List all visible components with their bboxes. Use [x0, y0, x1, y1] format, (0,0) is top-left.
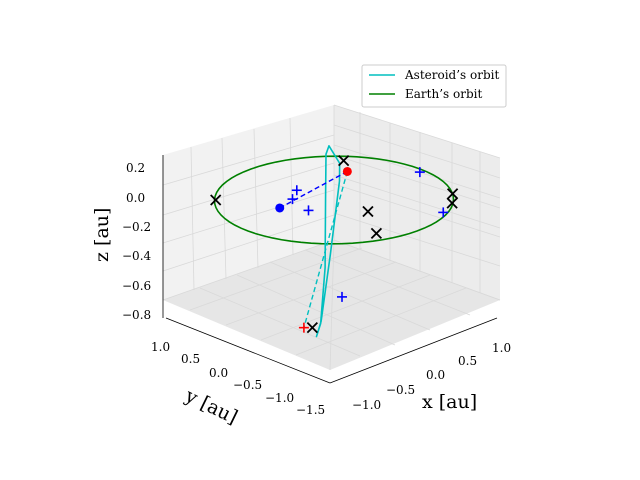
marker-dot: [342, 166, 352, 176]
grid-line: [189, 247, 363, 311]
grid-line: [162, 189, 335, 244]
x-tick-label: 1.0: [492, 341, 511, 355]
series-line-earth: [213, 155, 455, 245]
marker-x-stroke: [306, 322, 318, 334]
legend-frame: [361, 64, 507, 108]
axis-lines: [162, 155, 498, 384]
axes-panes: [163, 105, 500, 370]
marker-x-stroke: [338, 154, 350, 167]
marker-plus: [337, 291, 347, 302]
marker-plus: [287, 194, 298, 205]
back-pane-right: [334, 105, 500, 300]
marker-x-stroke: [370, 227, 383, 240]
grid-line: [329, 239, 335, 371]
z-tick-label: −0.6: [122, 279, 151, 293]
marker-x-stroke: [446, 188, 459, 200]
grid-line: [269, 261, 431, 331]
grid-line: [190, 146, 195, 291]
grid-line: [253, 128, 259, 269]
marker-plus: [303, 205, 314, 216]
z-tick-label: −0.8: [122, 308, 151, 322]
marker-x: [370, 227, 383, 240]
marker-x-stroke: [362, 205, 374, 218]
x-tick-label: 0.0: [426, 368, 445, 382]
marker-plus: [438, 207, 449, 218]
grid-line: [162, 134, 335, 186]
z-tick-label: −0.2: [122, 220, 151, 234]
floor-pane: [163, 240, 500, 370]
marker-x: [210, 194, 222, 206]
grid-line: [162, 162, 335, 216]
series-line-asteroid: [315, 145, 341, 338]
grid-line: [333, 239, 501, 301]
y-tick-label: −1.0: [265, 391, 294, 405]
grid-line: [295, 287, 467, 356]
grid-line: [333, 124, 501, 179]
y-tick-label: −0.5: [233, 378, 262, 392]
grid-line: [304, 249, 471, 316]
grid-line: [333, 154, 501, 209]
marker-dot: [275, 203, 285, 213]
axis-line: [165, 317, 331, 384]
marker-x: [446, 188, 459, 200]
marker-x: [338, 154, 350, 167]
marker-x-stroke: [210, 194, 222, 206]
y-tick-label: 0.5: [181, 352, 200, 366]
x-tick-label: −1.0: [352, 398, 381, 412]
z-axis-title: z [au]: [91, 208, 113, 262]
plot-area: [210, 145, 459, 338]
grid-line: [225, 261, 397, 326]
marker-x: [306, 322, 318, 334]
x-tick-label: −0.5: [386, 383, 415, 397]
x-tick-label: 0.5: [458, 354, 477, 368]
grid-line: [260, 274, 431, 341]
legend-label-earth: Earth’s orbit: [405, 87, 482, 101]
marker-plus: [414, 167, 425, 178]
dashed-connector: [303, 171, 349, 328]
marker-plus: [298, 322, 309, 333]
z-tick-label: 0.2: [126, 161, 145, 175]
grid-line: [221, 137, 227, 280]
legend-label-asteroid: Asteroid’s orbit: [404, 68, 499, 82]
grid-line: [289, 117, 294, 256]
grid-line: [199, 287, 361, 357]
grid-line: [162, 214, 335, 272]
grid-line: [333, 104, 501, 159]
tick-labels: 0.20.0−0.2−0.4−0.6−0.81.00.50.0−0.5−1.0−…: [122, 161, 511, 417]
grid-line: [333, 174, 501, 229]
y-tick-label: 0.0: [209, 366, 228, 380]
marker-x: [362, 205, 374, 218]
z-tick-label: 0.0: [126, 191, 145, 205]
grid-line: [333, 183, 501, 238]
z-tick-label: −0.4: [122, 249, 152, 263]
grid-line: [333, 212, 501, 267]
axis-line: [329, 317, 498, 384]
grid-line: [236, 274, 396, 346]
y-tick-label: 1.0: [151, 340, 170, 354]
marker-x: [446, 197, 458, 209]
back-pane-left: [163, 105, 334, 300]
x-axis-title: x [au]: [422, 391, 477, 413]
y-tick-label: −1.5: [296, 403, 325, 417]
marker-plus: [291, 185, 302, 196]
marker-x-stroke: [446, 197, 458, 209]
legend: Asteroid’s orbit Earth’s orbit: [361, 64, 507, 108]
dashed-connector: [279, 170, 348, 209]
